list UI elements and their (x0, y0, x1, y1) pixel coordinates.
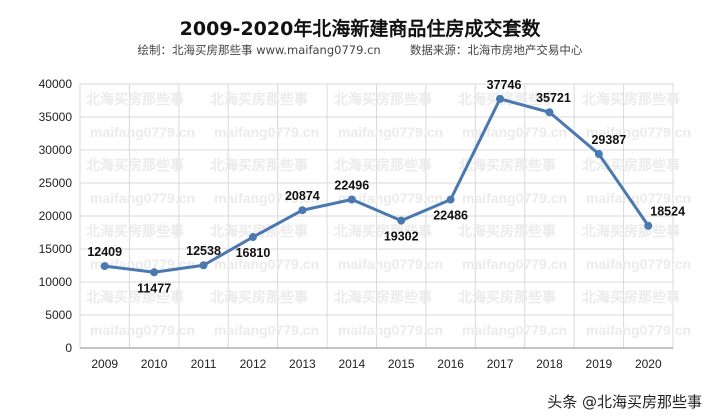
y-tick-label: 20000 (39, 209, 73, 223)
watermark-text: 北海买房那些事 (458, 289, 556, 305)
data-label: 16810 (236, 246, 271, 260)
data-label: 12538 (186, 244, 221, 258)
data-label: 22496 (334, 179, 369, 193)
series-line (104, 97, 650, 274)
watermark-text: maifang0779.cn (338, 190, 443, 206)
x-tick-label: 2013 (289, 357, 316, 371)
data-label: 11477 (137, 281, 171, 295)
watermark-text: maifang0779.cn (90, 190, 195, 206)
watermark-text: 北海买房那些事 (86, 157, 184, 173)
data-point (199, 261, 208, 270)
watermark-text: 北海买房那些事 (210, 223, 308, 239)
watermark-text: 北海买房那些事 (86, 289, 184, 305)
watermark-text: maifang0779.cn (462, 256, 567, 272)
watermark-text: maifang0779.cn (586, 124, 691, 140)
x-tick-label: 2017 (487, 357, 514, 371)
watermark-text: maifang0779.cn (586, 190, 691, 206)
watermark-text: 北海买房那些事 (86, 91, 184, 107)
data-point (594, 150, 603, 159)
data-label: 20874 (285, 189, 320, 203)
data-label: 22486 (433, 209, 468, 223)
watermark-text: maifang0779.cn (214, 256, 319, 272)
data-point (298, 206, 307, 215)
data-point (347, 195, 356, 204)
watermark-text: maifang0779.cn (586, 256, 691, 272)
watermark-text: maifang0779.cn (338, 124, 443, 140)
chart-subtitle: 绘制：北海买房那些事 www.maifang0779.cn 数据来源：北海市房地… (137, 43, 583, 57)
data-label: 18524 (650, 205, 685, 219)
data-point (100, 262, 109, 271)
x-tick-label: 2016 (437, 357, 464, 371)
y-tick-label: 40000 (39, 77, 73, 91)
data-point (644, 221, 653, 230)
watermark-text: 北海买房那些事 (210, 157, 308, 173)
watermark-text: maifang0779.cn (214, 124, 319, 140)
watermark-text: maifang0779.cn (338, 322, 443, 338)
watermark-text: 北海买房那些事 (582, 157, 680, 173)
watermark-text: 北海买房那些事 (334, 157, 432, 173)
watermark-text: 北海买房那些事 (582, 91, 680, 107)
watermark-text: 北海买房那些事 (334, 289, 432, 305)
watermark-text: 北海买房那些事 (582, 223, 680, 239)
y-tick-label: 0 (65, 341, 72, 355)
data-label: 29387 (591, 133, 626, 147)
y-tick-label: 10000 (39, 275, 73, 289)
data-label: 12409 (87, 245, 122, 259)
y-tick-label: 35000 (39, 110, 73, 124)
footer-credit: 头条 @北海买房那些事 (547, 393, 702, 411)
watermark-text: 北海买房那些事 (458, 91, 556, 107)
y-tick-label: 15000 (39, 242, 73, 256)
watermark-text: maifang0779.cn (462, 190, 567, 206)
x-tick-label: 2009 (91, 357, 118, 371)
watermark-text: 北海买房那些事 (458, 157, 556, 173)
data-point (446, 195, 455, 204)
data-label: 19302 (384, 230, 419, 244)
data-point (397, 216, 406, 225)
x-tick-label: 2015 (388, 357, 415, 371)
watermark-text: 北海买房那些事 (458, 223, 556, 239)
y-tick-label: 30000 (39, 143, 73, 157)
watermark-text: maifang0779.cn (586, 322, 691, 338)
watermark-text: 北海买房那些事 (210, 91, 308, 107)
watermark-text: maifang0779.cn (90, 322, 195, 338)
chart-title: 2009-2020年北海新建商品住房成交套数 (179, 18, 541, 40)
watermark-text: 北海买房那些事 (334, 91, 432, 107)
data-label: 37746 (487, 78, 522, 92)
y-tick-label: 25000 (39, 176, 73, 190)
data-label: 35721 (536, 91, 571, 105)
watermark-text: 北海买房那些事 (582, 289, 680, 305)
watermark-text: maifang0779.cn (214, 190, 319, 206)
data-point (545, 108, 554, 117)
watermark-text: maifang0779.cn (214, 322, 319, 338)
x-tick-label: 2011 (191, 357, 217, 371)
watermark-text: maifang0779.cn (462, 322, 567, 338)
watermark-text: maifang0779.cn (462, 124, 567, 140)
watermark-text: maifang0779.cn (338, 256, 443, 272)
watermark-text: 北海买房那些事 (210, 289, 308, 305)
watermark-text: maifang0779.cn (90, 124, 195, 140)
x-tick-label: 2018 (536, 357, 563, 371)
x-tick-label: 2010 (141, 357, 168, 371)
data-point (496, 94, 505, 103)
data-point (150, 268, 159, 277)
x-tick-label: 2019 (586, 357, 613, 371)
watermark-text: 北海买房那些事 (334, 223, 432, 239)
x-tick-label: 2014 (338, 357, 365, 371)
x-tick-label: 2020 (635, 357, 662, 371)
watermark-text: 北海买房那些事 (86, 223, 184, 239)
y-tick-label: 5000 (45, 308, 72, 322)
data-point (248, 233, 257, 242)
x-tick-label: 2012 (240, 357, 267, 371)
